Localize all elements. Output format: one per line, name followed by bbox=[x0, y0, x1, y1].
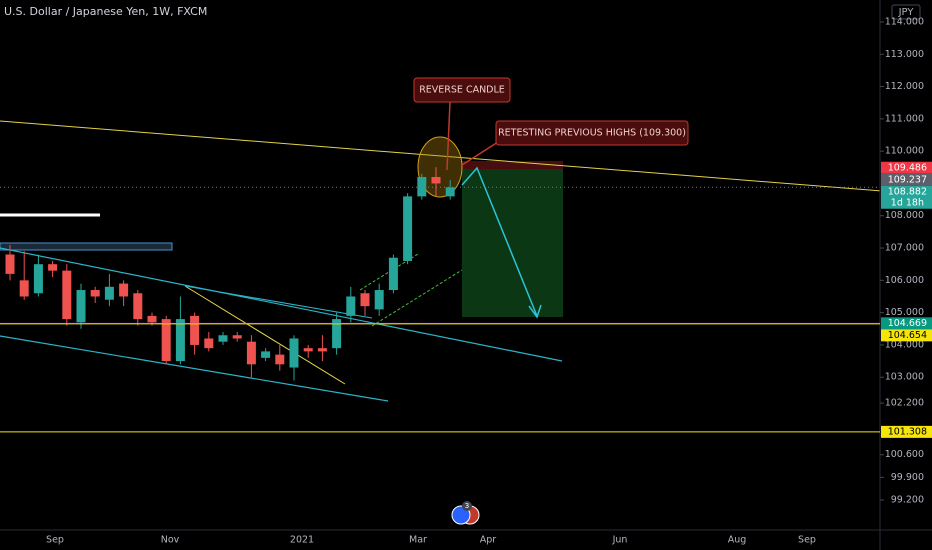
y-tick-label: 107.000 bbox=[885, 243, 924, 254]
y-tick-label: 105.000 bbox=[885, 307, 924, 318]
highlight bbox=[417, 136, 463, 198]
y-tick-label: 112.000 bbox=[885, 81, 924, 92]
candle-body bbox=[431, 176, 441, 184]
channel-bottom bbox=[0, 335, 389, 402]
y-tick-label: 102.200 bbox=[885, 398, 924, 409]
badge-count: 3 bbox=[465, 502, 469, 510]
candle-body bbox=[76, 290, 86, 323]
y-tick-label: 108.000 bbox=[885, 210, 924, 221]
channel-top bbox=[0, 247, 563, 362]
candle-body bbox=[104, 286, 114, 300]
price-label-box bbox=[881, 317, 932, 330]
currency[interactable]: JPY bbox=[898, 7, 915, 18]
currency-box[interactable] bbox=[891, 4, 921, 20]
y-tick-label: 99.200 bbox=[891, 494, 924, 505]
candle-body bbox=[204, 338, 214, 349]
price-label-box bbox=[881, 173, 932, 186]
annotation-box bbox=[413, 77, 511, 103]
candle-body bbox=[175, 319, 185, 362]
annotation-box bbox=[495, 120, 689, 146]
y-tick-label: 103.000 bbox=[885, 372, 924, 383]
candle-body bbox=[303, 348, 313, 352]
x-tick-label: Aug bbox=[728, 535, 747, 546]
y-tick-label: 106.000 bbox=[885, 275, 924, 286]
annotation: RETESTING PREVIOUS HIGHS (109.300) bbox=[498, 128, 686, 139]
x-tick-label: Apr bbox=[480, 535, 497, 546]
price-label: 109.237 bbox=[888, 174, 927, 185]
price-label: 101.308 bbox=[888, 426, 927, 437]
candle-body bbox=[289, 338, 299, 368]
price-label-box bbox=[881, 185, 932, 209]
x-tick-label: 2021 bbox=[290, 535, 314, 546]
y-tick-label: 110.000 bbox=[885, 146, 924, 157]
candle-body bbox=[190, 315, 200, 345]
candle-body bbox=[360, 293, 370, 307]
target-zone bbox=[462, 169, 563, 317]
callout-pointer bbox=[461, 141, 499, 166]
candle-body bbox=[161, 319, 171, 362]
zone bbox=[0, 242, 173, 251]
price-axis bbox=[880, 0, 932, 530]
candle-body bbox=[246, 341, 256, 365]
candle-body bbox=[232, 335, 242, 339]
candle-body bbox=[346, 296, 356, 316]
y-tick-label: 104.000 bbox=[885, 339, 924, 350]
drawings bbox=[0, 101, 932, 402]
candle-body bbox=[90, 290, 100, 297]
x-tick-label: Sep bbox=[798, 535, 816, 546]
trendline bbox=[0, 120, 932, 196]
candle-body bbox=[5, 254, 15, 274]
candle-body bbox=[374, 290, 384, 310]
chart-title: U.S. Dollar / Japanese Yen, 1W, FXCM bbox=[4, 5, 207, 18]
projection bbox=[461, 166, 538, 317]
wedge-line bbox=[184, 285, 346, 385]
callout-pointer bbox=[446, 101, 451, 171]
candle-body bbox=[48, 264, 58, 271]
y-tick-label: 113.000 bbox=[885, 49, 924, 60]
price-label-box bbox=[881, 425, 932, 438]
channel-dash bbox=[371, 269, 463, 327]
candle-body bbox=[62, 270, 72, 320]
price-label-box bbox=[881, 329, 932, 342]
candle-body bbox=[261, 351, 271, 358]
wedge-top bbox=[184, 285, 373, 319]
y-tick-label: 114.000 bbox=[885, 16, 924, 27]
candle-body bbox=[445, 187, 455, 197]
candle-body bbox=[19, 280, 29, 297]
candle-body bbox=[275, 354, 285, 365]
arrow-head bbox=[528, 304, 542, 319]
x-tick-label: Sep bbox=[46, 535, 64, 546]
candle-body bbox=[417, 176, 427, 197]
candle-body bbox=[218, 335, 228, 342]
x-tick-label: Nov bbox=[161, 535, 180, 546]
candle-body bbox=[317, 348, 327, 352]
y-tick-label: 111.000 bbox=[885, 113, 924, 124]
candle-body bbox=[332, 319, 342, 349]
candle-body bbox=[403, 196, 413, 261]
candle-body bbox=[388, 257, 398, 291]
x-tick-label: Mar bbox=[409, 535, 427, 546]
y-tick-label: 99.900 bbox=[891, 472, 924, 483]
candle-body bbox=[119, 283, 129, 297]
price-label: 109.486 bbox=[888, 162, 927, 173]
y-tick-label: 100.600 bbox=[885, 449, 924, 460]
candle-body bbox=[147, 315, 157, 323]
stop-zone bbox=[462, 161, 563, 169]
badge-count-bg bbox=[462, 501, 472, 511]
annotation: REVERSE CANDLE bbox=[419, 85, 505, 96]
x-tick-label: Jun bbox=[612, 535, 628, 546]
countdown: 1d 18h bbox=[891, 197, 924, 208]
price-label: 104.654 bbox=[888, 330, 927, 341]
candle-body bbox=[33, 264, 43, 294]
price-label: 108.882 bbox=[888, 186, 927, 197]
candle-body bbox=[133, 293, 143, 320]
price-label: 104.669 bbox=[888, 318, 927, 329]
price-label-box bbox=[881, 161, 932, 174]
